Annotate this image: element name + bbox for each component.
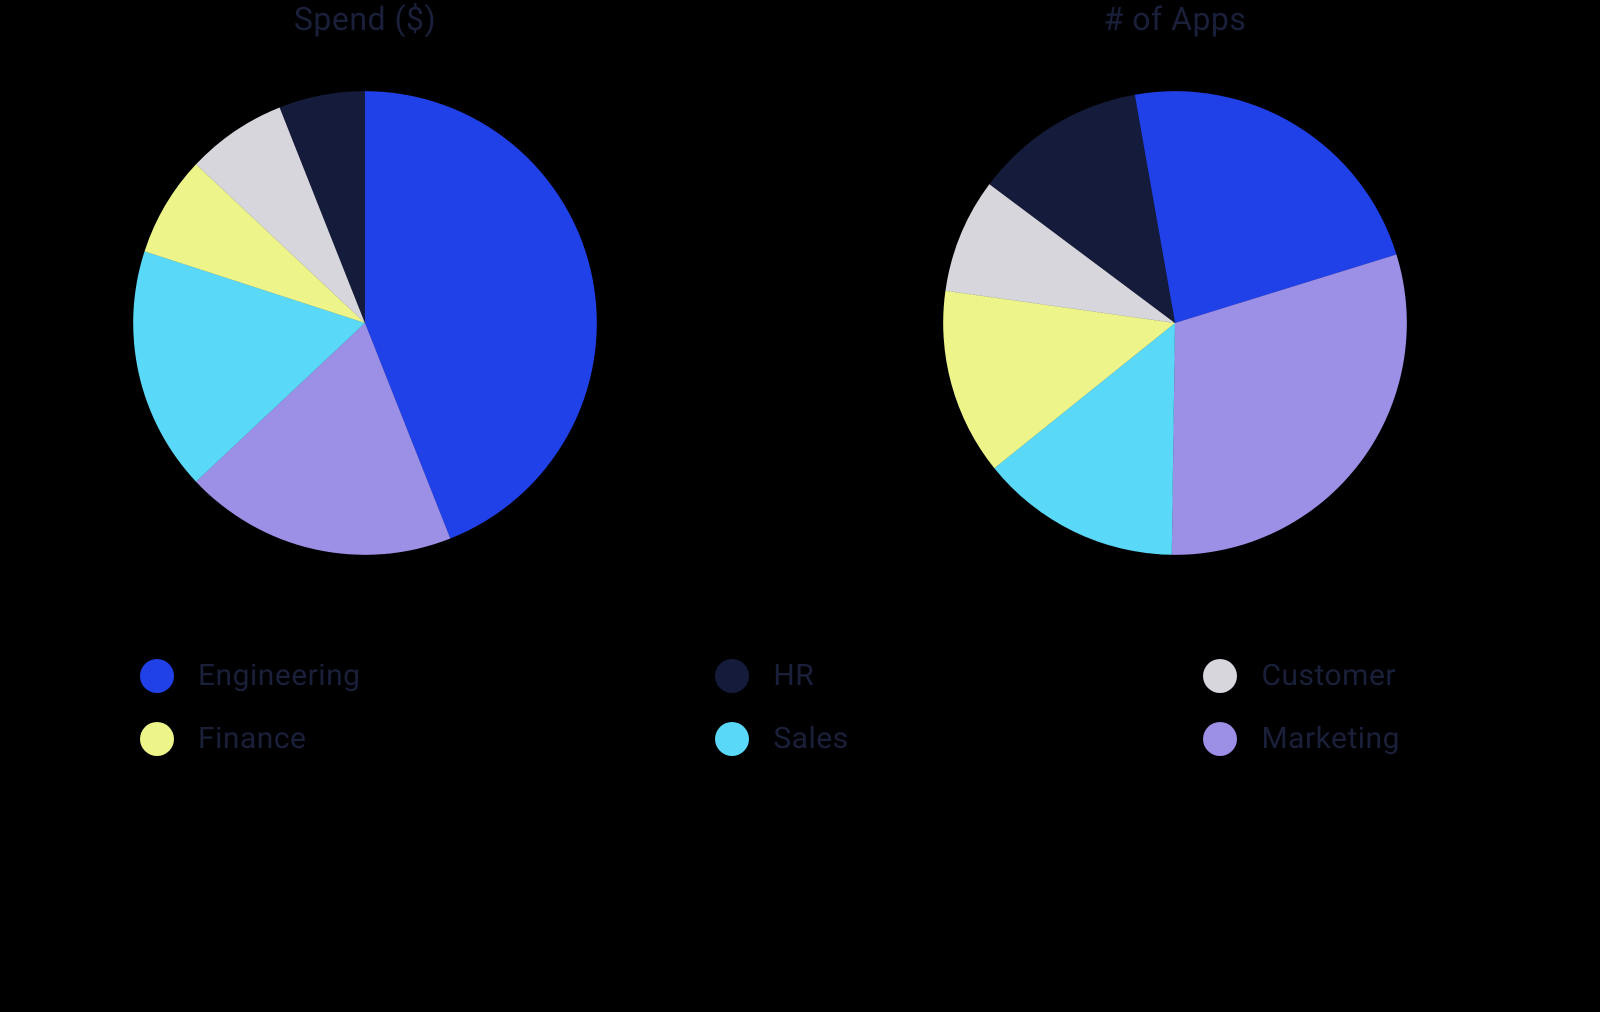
- legend-item-sales: Sales: [715, 721, 848, 756]
- legend-item-marketing: Marketing: [1203, 721, 1400, 756]
- legend-label: Finance: [198, 721, 306, 756]
- legend-swatch: [140, 722, 174, 756]
- legend-swatch: [715, 659, 749, 693]
- spend-pie-svg: [110, 68, 620, 578]
- apps-pie-chart: [920, 68, 1430, 578]
- spend-pie-chart: [110, 68, 620, 578]
- apps-pie-svg: [920, 68, 1430, 578]
- legend-label: Sales: [773, 721, 848, 756]
- legend-label: Marketing: [1261, 721, 1400, 756]
- legend-item-customer: Customer: [1203, 658, 1400, 693]
- legend-column: Customer Marketing: [1203, 658, 1400, 756]
- legend-item-finance: Finance: [140, 721, 361, 756]
- legend-label: Engineering: [198, 658, 361, 693]
- legend-swatch: [1203, 722, 1237, 756]
- legend-label: Customer: [1261, 658, 1396, 693]
- legend-label: HR: [773, 658, 814, 693]
- apps-chart-column: # of Apps: [920, 0, 1430, 578]
- chart-container: Spend ($) # of Apps Engineering Finance HR…: [80, 0, 1460, 890]
- legend-column: HR Sales: [715, 658, 848, 756]
- legend-swatch: [715, 722, 749, 756]
- legend-column: Engineering Finance: [140, 658, 361, 756]
- spend-chart-column: Spend ($): [110, 0, 620, 578]
- charts-row: Spend ($) # of Apps: [80, 0, 1460, 578]
- apps-chart-title: # of Apps: [1104, 0, 1247, 38]
- legend-item-hr: HR: [715, 658, 848, 693]
- legend-swatch: [140, 659, 174, 693]
- spend-chart-title: Spend ($): [294, 0, 436, 38]
- legend-swatch: [1203, 659, 1237, 693]
- legend-item-engineering: Engineering: [140, 658, 361, 693]
- legend: Engineering Finance HR Sales Customer Marketi…: [80, 578, 1460, 756]
